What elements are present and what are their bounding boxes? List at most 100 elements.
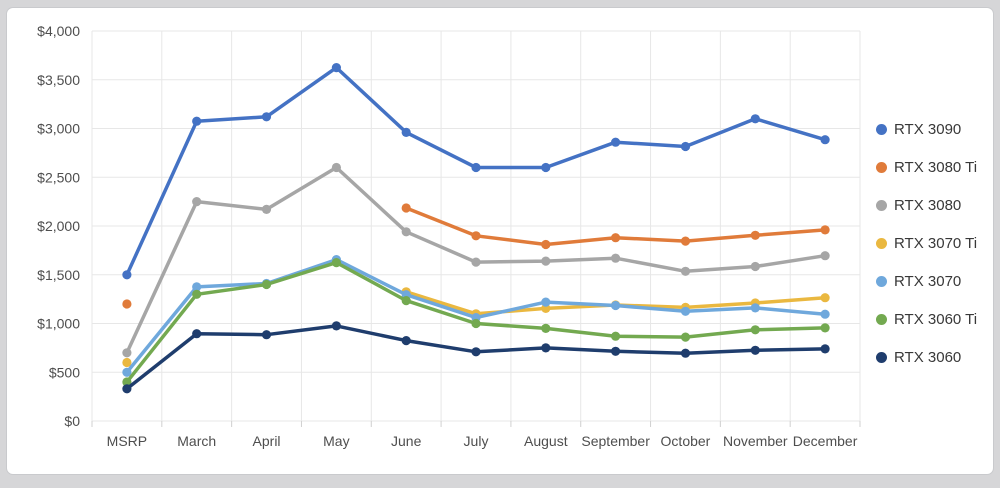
legend-item-rtx-3070: RTX 3070	[876, 271, 961, 291]
legend-item-rtx-3070-ti: RTX 3070 Ti	[876, 233, 977, 253]
legend-swatch-icon	[876, 199, 887, 211]
legend-swatch-icon	[876, 275, 887, 287]
y-axis-tick-label: $4,000	[37, 23, 80, 39]
x-axis-label-july: July	[464, 433, 489, 449]
legend-swatch-icon	[876, 161, 887, 173]
data-point-rtx-3080	[331, 162, 341, 173]
data-point-rtx-3060	[331, 321, 341, 331]
data-point-rtx-3090	[541, 162, 551, 173]
data-point-rtx-3090	[261, 112, 272, 122]
data-point-rtx-3060	[401, 336, 411, 346]
legend-label: RTX 3080 Ti	[894, 158, 978, 176]
x-axis-label-march: March	[177, 433, 216, 449]
data-point-rtx-3080	[750, 261, 760, 272]
data-point-rtx-3080-ti	[471, 231, 481, 241]
data-point-rtx-3060-ti	[331, 258, 341, 268]
data-point-rtx-3080	[820, 251, 830, 261]
legend-swatch-icon	[876, 237, 887, 249]
data-point-rtx-3060-ti	[541, 323, 551, 333]
data-point-rtx-3070	[192, 282, 202, 292]
data-point-rtx-3090	[401, 127, 411, 137]
data-point-rtx-3080	[192, 197, 202, 207]
x-axis-label-december: December	[793, 433, 858, 449]
data-point-rtx-3060-ti	[750, 325, 760, 335]
data-point-rtx-3080	[611, 253, 621, 263]
data-point-rtx-3070	[541, 297, 551, 307]
data-point-rtx-3070-ti	[820, 293, 830, 303]
legend-item-rtx-3090: RTX 3090	[876, 119, 961, 139]
data-point-rtx-3090	[750, 114, 760, 124]
data-point-rtx-3060	[471, 347, 481, 357]
data-point-rtx-3060	[541, 343, 551, 353]
x-axis-label-june: June	[391, 433, 422, 449]
data-point-rtx-3060	[820, 344, 830, 354]
data-point-rtx-3080	[471, 257, 481, 267]
data-point-rtx-3090	[680, 141, 691, 152]
legend-label: RTX 3060 Ti	[894, 310, 978, 328]
data-point-rtx-3060	[192, 329, 202, 339]
data-point-rtx-3060-ti	[401, 296, 411, 306]
x-axis-label-april: April	[253, 433, 281, 449]
legend-item-rtx-3060: RTX 3060	[876, 347, 961, 367]
data-point-rtx-3060-ti	[122, 377, 132, 387]
data-point-rtx-3070	[680, 306, 691, 316]
data-point-rtx-3060-ti	[471, 318, 481, 329]
x-axis-label-may: May	[323, 433, 349, 449]
legend-swatch-icon	[876, 313, 887, 325]
chart-card	[7, 8, 993, 474]
data-point-rtx-3070-ti	[122, 357, 132, 368]
data-point-rtx-3080-ti	[611, 233, 621, 243]
x-axis-label-october: October	[661, 433, 711, 449]
data-point-rtx-3060	[680, 348, 691, 358]
legend-label: RTX 3090	[894, 120, 962, 138]
legend-label: RTX 3070 Ti	[894, 234, 978, 252]
legend-label: RTX 3070	[894, 272, 962, 290]
data-point-rtx-3080	[261, 204, 272, 214]
data-point-rtx-3060	[611, 346, 621, 356]
data-point-rtx-3070	[750, 303, 760, 313]
data-point-rtx-3060	[750, 345, 760, 355]
data-point-rtx-3090	[192, 116, 202, 126]
legend-swatch-icon	[876, 351, 887, 363]
data-point-rtx-3060-ti	[261, 279, 272, 290]
legend-item-rtx-3080: RTX 3080	[876, 195, 961, 215]
data-point-rtx-3080	[401, 227, 411, 237]
data-point-rtx-3080-ti	[541, 239, 551, 250]
data-point-rtx-3090	[471, 162, 481, 173]
data-point-rtx-3060-ti	[611, 331, 621, 341]
y-axis-tick-label: $1,000	[37, 316, 80, 332]
x-axis-label-september: September	[581, 433, 650, 449]
y-axis-tick-label: $3,500	[37, 72, 80, 88]
data-point-rtx-3080-ti	[401, 203, 411, 213]
data-point-rtx-3060	[261, 330, 272, 340]
legend-label: RTX 3060	[894, 348, 962, 366]
data-point-rtx-3090	[122, 270, 132, 280]
data-point-rtx-3070	[611, 300, 621, 311]
data-point-rtx-3060-ti	[680, 332, 691, 342]
legend-label: RTX 3080	[894, 196, 962, 214]
y-axis-tick-label: $2,000	[37, 218, 80, 234]
legend-item-rtx-3080-ti: RTX 3080 Ti	[876, 157, 977, 177]
x-axis-label-august: August	[524, 433, 568, 449]
y-axis-tick-label: $500	[49, 364, 80, 380]
data-point-rtx-3080-ti	[750, 230, 760, 240]
y-axis-tick-label: $3,000	[37, 121, 80, 137]
data-point-rtx-3090	[820, 135, 830, 145]
legend-swatch-icon	[876, 123, 887, 135]
data-point-rtx-3060-ti	[820, 323, 830, 333]
data-point-rtx-3060-ti	[192, 289, 202, 299]
data-point-rtx-3080-ti	[820, 225, 830, 235]
data-point-rtx-3090	[331, 63, 341, 73]
y-axis-tick-label: $1,500	[37, 267, 80, 283]
data-point-rtx-3070	[820, 309, 830, 319]
data-point-rtx-3080	[122, 348, 132, 358]
y-axis-tick-label: $0	[64, 413, 80, 429]
data-point-rtx-3080	[541, 256, 551, 266]
data-point-rtx-3070-ti	[541, 303, 551, 313]
data-point-rtx-3080-ti	[122, 299, 132, 309]
data-point-rtx-3060	[122, 384, 132, 394]
x-axis-label-msrp: MSRP	[107, 433, 147, 449]
data-point-rtx-3080-ti	[680, 236, 691, 246]
legend-item-rtx-3060-ti: RTX 3060 Ti	[876, 309, 977, 329]
